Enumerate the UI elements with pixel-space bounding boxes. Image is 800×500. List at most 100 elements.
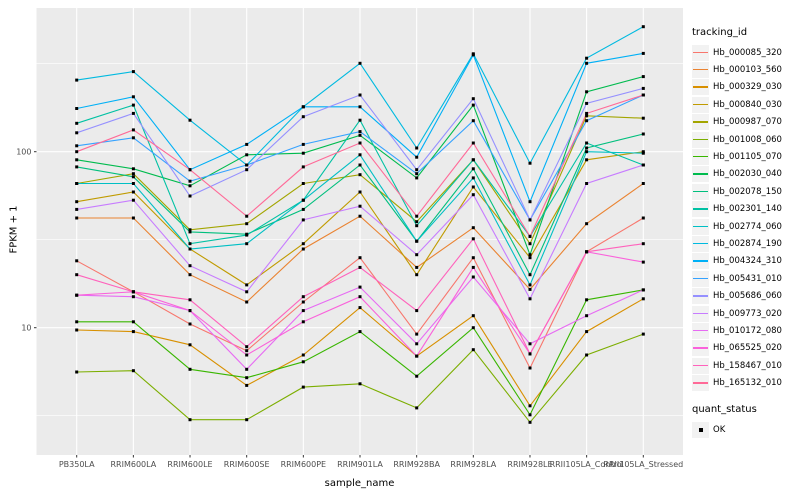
- legend-line-icon: [693, 156, 708, 158]
- data-point: [528, 253, 532, 257]
- legend-entry-Hb_010172_080: Hb_010172_080: [692, 322, 798, 339]
- legend-label: Hb_009773_020: [713, 308, 782, 319]
- legend-entry-Hb_001105_070: Hb_001105_070: [692, 148, 798, 166]
- data-point: [131, 111, 135, 115]
- data-point: [301, 198, 305, 202]
- data-point: [245, 242, 249, 246]
- legend-entry-Hb_065525_020: Hb_065525_020: [692, 340, 798, 357]
- data-point: [301, 300, 305, 304]
- data-point: [415, 172, 419, 176]
- data-point: [75, 293, 79, 297]
- data-point: [188, 230, 192, 234]
- data-point: [358, 265, 362, 269]
- data-point: [585, 222, 589, 226]
- data-point: [641, 132, 645, 136]
- data-point: [528, 161, 532, 165]
- legend-key-swatch: [692, 270, 709, 287]
- data-point: [358, 285, 362, 289]
- legend-key-swatch: [692, 218, 709, 235]
- data-point: [358, 141, 362, 145]
- legend-entry-Hb_005686_060: Hb_005686_060: [692, 287, 798, 305]
- legend-line-icon: [693, 225, 708, 227]
- data-point: [358, 163, 362, 167]
- legend-entry-ok: OK: [692, 421, 798, 438]
- data-point: [471, 237, 475, 241]
- data-point: [75, 216, 79, 220]
- data-point: [131, 95, 135, 99]
- data-point: [641, 116, 645, 120]
- legend-line-icon: [693, 69, 708, 71]
- data-point: [131, 320, 135, 324]
- legend-label: Hb_002301_140: [713, 204, 782, 215]
- data-point: [528, 242, 532, 246]
- data-point: [301, 385, 305, 389]
- data-point: [585, 146, 589, 150]
- data-point: [415, 224, 419, 228]
- legend-label: Hb_001105_070: [713, 152, 782, 163]
- legend-line-icon: [693, 86, 708, 88]
- legend-line-icon: [693, 382, 708, 384]
- legend-key-swatch: [692, 166, 709, 183]
- x-tick-label: RRIM928LE: [507, 460, 552, 469]
- data-point: [641, 25, 645, 29]
- legend-title-quant-status: quant_status: [692, 403, 757, 415]
- data-point: [358, 133, 362, 137]
- x-tick-label: RRIM901LA: [337, 460, 383, 469]
- data-point: [301, 165, 305, 169]
- legend-line-icon: [693, 103, 708, 106]
- data-point: [131, 216, 135, 220]
- data-point: [585, 111, 589, 115]
- data-point: [188, 298, 192, 302]
- data-point: [415, 176, 419, 180]
- data-point: [245, 142, 249, 146]
- legend-entry-Hb_000103_560: Hb_000103_560: [692, 61, 798, 79]
- legend-label: Hb_004324_310: [713, 256, 782, 267]
- data-point: [245, 349, 249, 353]
- legend-entry-Hb_000329_030: Hb_000329_030: [692, 79, 798, 96]
- legend-line-icon: [693, 260, 708, 262]
- legend-entry-Hb_000987_070: Hb_000987_070: [692, 114, 798, 131]
- data-point: [528, 287, 532, 291]
- data-point: [245, 418, 249, 422]
- data-point: [75, 259, 79, 263]
- data-point: [641, 216, 645, 220]
- data-point: [641, 182, 645, 185]
- data-point: [471, 348, 475, 352]
- data-point: [471, 141, 475, 145]
- data-point: [188, 367, 192, 371]
- legend-entry-Hb_002874_190: Hb_002874_190: [692, 235, 798, 252]
- data-point: [528, 256, 532, 260]
- data-point: [471, 226, 475, 230]
- data-point: [131, 295, 135, 299]
- data-point: [358, 118, 362, 122]
- legend-line-icon: [693, 190, 708, 193]
- x-tick-label: RRIM600SE: [224, 460, 270, 469]
- data-point: [75, 165, 79, 169]
- data-point: [358, 190, 362, 194]
- data-point: [585, 114, 589, 118]
- data-point: [188, 228, 192, 232]
- legend-entry-Hb_002078_150: Hb_002078_150: [692, 183, 798, 200]
- data-point: [641, 260, 645, 264]
- legend-label: Hb_165132_010: [713, 378, 782, 389]
- data-point: [641, 86, 645, 90]
- legend-entry-Hb_000085_320: Hb_000085_320: [692, 44, 798, 61]
- data-point: [585, 101, 589, 105]
- data-point: [415, 253, 419, 257]
- data-point: [301, 295, 305, 299]
- data-point: [528, 342, 532, 346]
- legend-label: Hb_000840_030: [713, 99, 782, 110]
- legend-entry-Hb_165132_010: Hb_165132_010: [692, 374, 798, 392]
- legend-key-swatch: [692, 149, 709, 166]
- data-point: [641, 93, 645, 97]
- legend-line-icon: [693, 277, 708, 280]
- data-point: [585, 353, 589, 357]
- data-point: [358, 330, 362, 334]
- legend-key-swatch: [692, 235, 709, 252]
- x-tick-label: PB350LA: [59, 460, 95, 469]
- legend-key-swatch: [692, 183, 709, 200]
- data-point: [245, 345, 249, 349]
- data-point: [301, 320, 305, 324]
- legend-entry-Hb_004324_310: Hb_004324_310: [692, 253, 798, 270]
